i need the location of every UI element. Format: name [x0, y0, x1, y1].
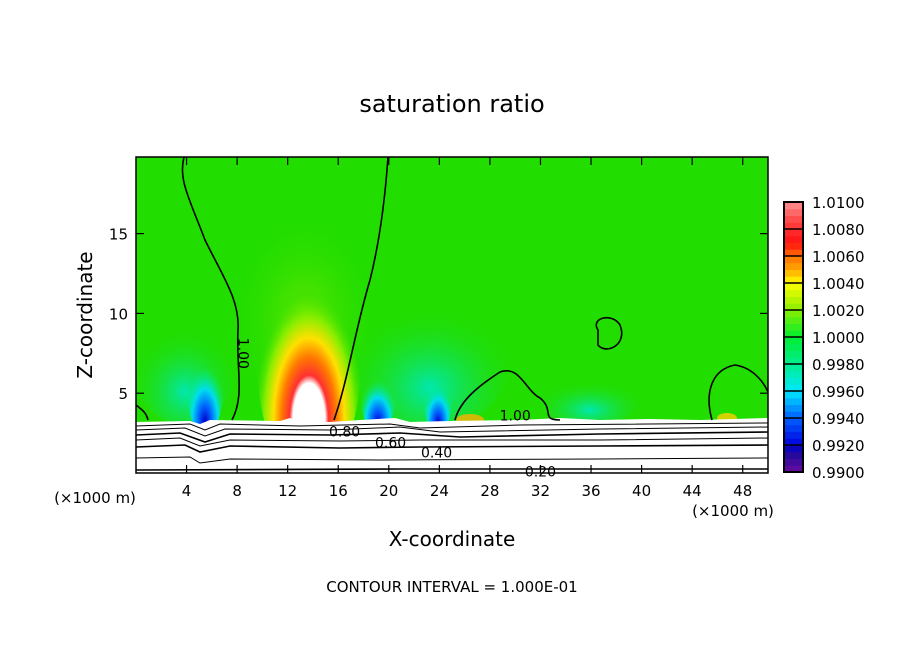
colorbar-band: [784, 229, 803, 237]
x-unit-label-right: (×1000 m): [692, 502, 774, 520]
contour-label: 0.40: [421, 445, 452, 461]
minimum-region: [424, 368, 452, 432]
x-axis-label: X-coordinate: [389, 527, 516, 551]
colorbar-label: 1.0060: [812, 248, 865, 266]
colorbar-band: [784, 262, 803, 270]
colorbar-band: [784, 364, 803, 372]
colorbar-band: [784, 404, 803, 412]
colorbar-label: 0.9940: [812, 410, 865, 428]
x-tick-label: 44: [683, 482, 702, 500]
colorbar-band: [784, 330, 803, 338]
x-tick-label: 32: [531, 482, 550, 500]
chart-title: saturation ratio: [359, 90, 544, 118]
colorbar-band: [784, 202, 803, 210]
colorbar-label: 1.0080: [812, 221, 865, 239]
x-tick-label: 20: [379, 482, 398, 500]
contour-label: 0.60: [375, 436, 406, 452]
y-tick-label: 10: [109, 305, 128, 323]
colorbar-band: [784, 283, 803, 291]
colorbar-label: 0.9900: [812, 464, 865, 482]
minimum-region: [361, 363, 395, 433]
colorbar-label: 1.0100: [812, 194, 865, 212]
cyan-region: [540, 375, 640, 425]
colorbar-band: [784, 215, 803, 223]
colorbar-band: [784, 451, 803, 459]
colorbar-band: [784, 357, 803, 365]
y-tick-label: 15: [109, 226, 128, 244]
plot-frame: [135, 156, 769, 474]
contour-labels: 1.00 1.00 0.80 0.60 0.40 0.20: [234, 338, 556, 481]
contour-label: 1.00: [234, 338, 250, 369]
colorbar-band: [784, 370, 803, 378]
colorbar-band: [784, 438, 803, 446]
y-tick-label: 5: [118, 385, 128, 403]
x-tick-label: 12: [278, 482, 297, 500]
colorbar: 1.0100 1.0080 1.0060 1.0040 1.0020 1.0000 0.99…: [783, 194, 865, 482]
colorbar-band: [784, 445, 803, 453]
colorbar-band: [784, 384, 803, 392]
colorbar-band: [784, 377, 803, 385]
contour-lines: [136, 157, 768, 471]
x-tick-label: 40: [632, 482, 651, 500]
minimum-region: [187, 345, 223, 435]
colorbar-band: [784, 235, 803, 243]
colorbar-band: [784, 391, 803, 399]
colorbar-band: [784, 269, 803, 277]
colorbar-label: 0.9960: [812, 383, 865, 401]
colorbar-band: [784, 276, 803, 284]
colorbar-band: [784, 465, 803, 473]
colorbar-band: [784, 249, 803, 257]
colorbar-band: [784, 424, 803, 432]
x-tick-label: 48: [733, 482, 752, 500]
x-unit-label-left: (×1000 m): [54, 489, 136, 507]
x-tick-label: 4: [182, 482, 192, 500]
colorbar-band: [784, 222, 803, 230]
contour-interval-note: CONTOUR INTERVAL = 1.000E-01: [326, 578, 577, 596]
colorbar-band: [784, 350, 803, 358]
colorbar-band: [784, 310, 803, 318]
colorbar-label: 0.9920: [812, 437, 865, 455]
x-tick-label: 28: [480, 482, 499, 500]
colorbar-label: 0.9980: [812, 356, 865, 374]
colorbar-band: [784, 316, 803, 324]
plot-area: [136, 157, 768, 473]
colorbar-band: [784, 418, 803, 426]
colorbar-band: [784, 323, 803, 331]
x-tick-label: 16: [329, 482, 348, 500]
contour-label: 0.80: [329, 425, 360, 441]
colorbar-band: [784, 289, 803, 297]
colorbar-band: [784, 256, 803, 264]
colorbar-band: [784, 337, 803, 345]
colorbar-band: [784, 397, 803, 405]
colorbar-label: 1.0000: [812, 329, 865, 347]
colorbar-frame: [783, 201, 804, 473]
colorbar-band: [784, 296, 803, 304]
x-tick-label: 8: [232, 482, 242, 500]
contour-label: 1.00: [500, 409, 531, 425]
colorbar-band: [784, 303, 803, 311]
y-axis-label: Z-coordinate: [73, 251, 97, 378]
x-tick-label: 36: [581, 482, 600, 500]
colorbar-band: [784, 242, 803, 250]
contour-label: 0.20: [525, 464, 556, 480]
colorbar-band: [784, 411, 803, 419]
x-tick-label: 24: [430, 482, 449, 500]
colorbar-band: [784, 343, 803, 351]
colorbar-label: 1.0020: [812, 302, 865, 320]
colorbar-label: 1.0040: [812, 275, 865, 293]
colorbar-band: [784, 208, 803, 216]
colorbar-band: [784, 431, 803, 439]
colorbar-band: [784, 458, 803, 466]
